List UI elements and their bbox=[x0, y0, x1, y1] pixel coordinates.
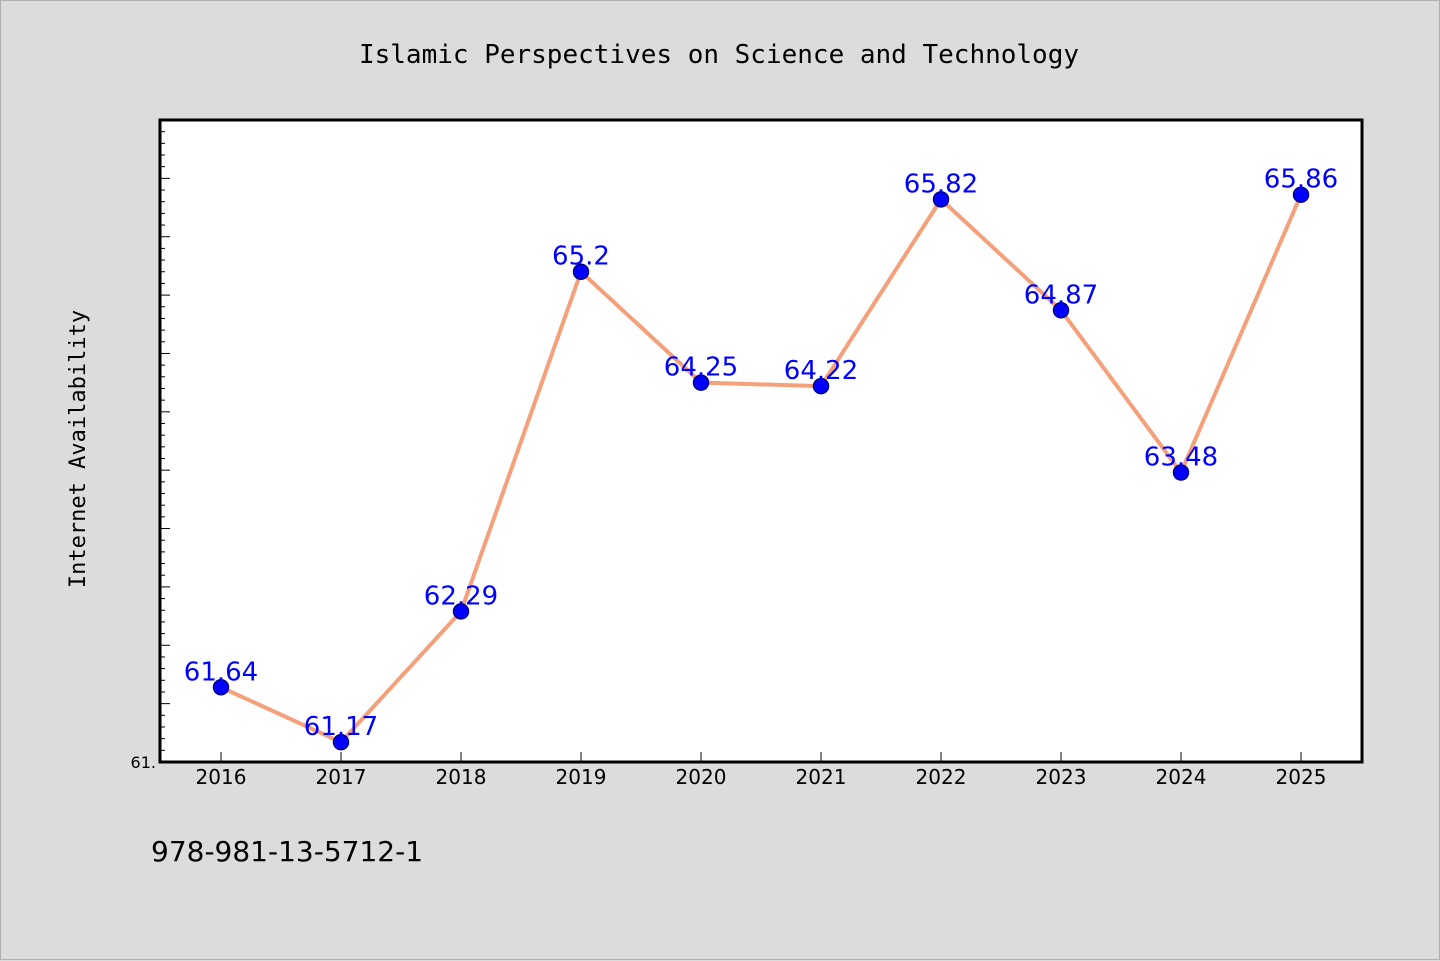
data-label: 65.2 bbox=[552, 242, 610, 272]
data-label: 63.48 bbox=[1144, 443, 1218, 473]
y-axis-label: Internet Availability bbox=[66, 310, 91, 588]
x-tick-label: 2018 bbox=[436, 765, 487, 789]
x-tick-label: 2017 bbox=[316, 765, 367, 789]
y-tick-label: 61. bbox=[131, 753, 156, 772]
data-point-marker bbox=[812, 377, 830, 395]
data-point-marker bbox=[1052, 302, 1070, 319]
x-tick-label: 2025 bbox=[1276, 765, 1327, 789]
data-label: 64.22 bbox=[784, 356, 858, 386]
x-tick-label: 2021 bbox=[796, 765, 847, 789]
data-point-marker bbox=[572, 263, 590, 280]
data-label: 64.87 bbox=[1024, 280, 1098, 310]
isbn-text: 978-981-13-5712-1 bbox=[151, 835, 424, 868]
data-point-marker bbox=[212, 679, 230, 696]
x-tick-label: 2023 bbox=[1036, 765, 1087, 789]
marker-group bbox=[212, 186, 1310, 751]
data-point-marker bbox=[932, 191, 950, 208]
chart-title: Islamic Perspectives on Science and Tech… bbox=[359, 40, 1079, 70]
plot-area bbox=[158, 118, 1364, 764]
x-tick-label: 2024 bbox=[1156, 765, 1207, 789]
data-point-marker bbox=[692, 374, 710, 391]
x-tick-label: 2022 bbox=[916, 765, 967, 789]
x-tick-label: 2020 bbox=[676, 765, 727, 789]
data-label-group: 61.64 61.17 62.29 65.2 64.25 64.22 65.82 64.87 6… bbox=[184, 165, 1338, 742]
data-point-marker bbox=[1292, 186, 1310, 203]
data-label: 65.86 bbox=[1264, 165, 1338, 195]
x-tick-label: 2016 bbox=[196, 765, 247, 789]
data-label: 61.17 bbox=[304, 712, 378, 742]
data-point-marker bbox=[1172, 464, 1190, 481]
data-label: 64.25 bbox=[664, 353, 738, 383]
data-label: 62.29 bbox=[424, 581, 498, 611]
data-point-marker bbox=[452, 603, 470, 620]
x-tick-label: 2019 bbox=[556, 765, 607, 789]
series-line-group bbox=[220, 193, 1303, 745]
series-line bbox=[220, 193, 1303, 745]
data-label: 61.64 bbox=[184, 657, 258, 687]
data-label: 65.82 bbox=[904, 169, 978, 199]
x-axis-ticks: 2016 2017 2018 2019 2020 2021 2022 2023 2024 2025 bbox=[196, 752, 1327, 789]
y-axis-ticks: 61. bbox=[131, 119, 170, 772]
data-point-marker bbox=[332, 733, 350, 751]
